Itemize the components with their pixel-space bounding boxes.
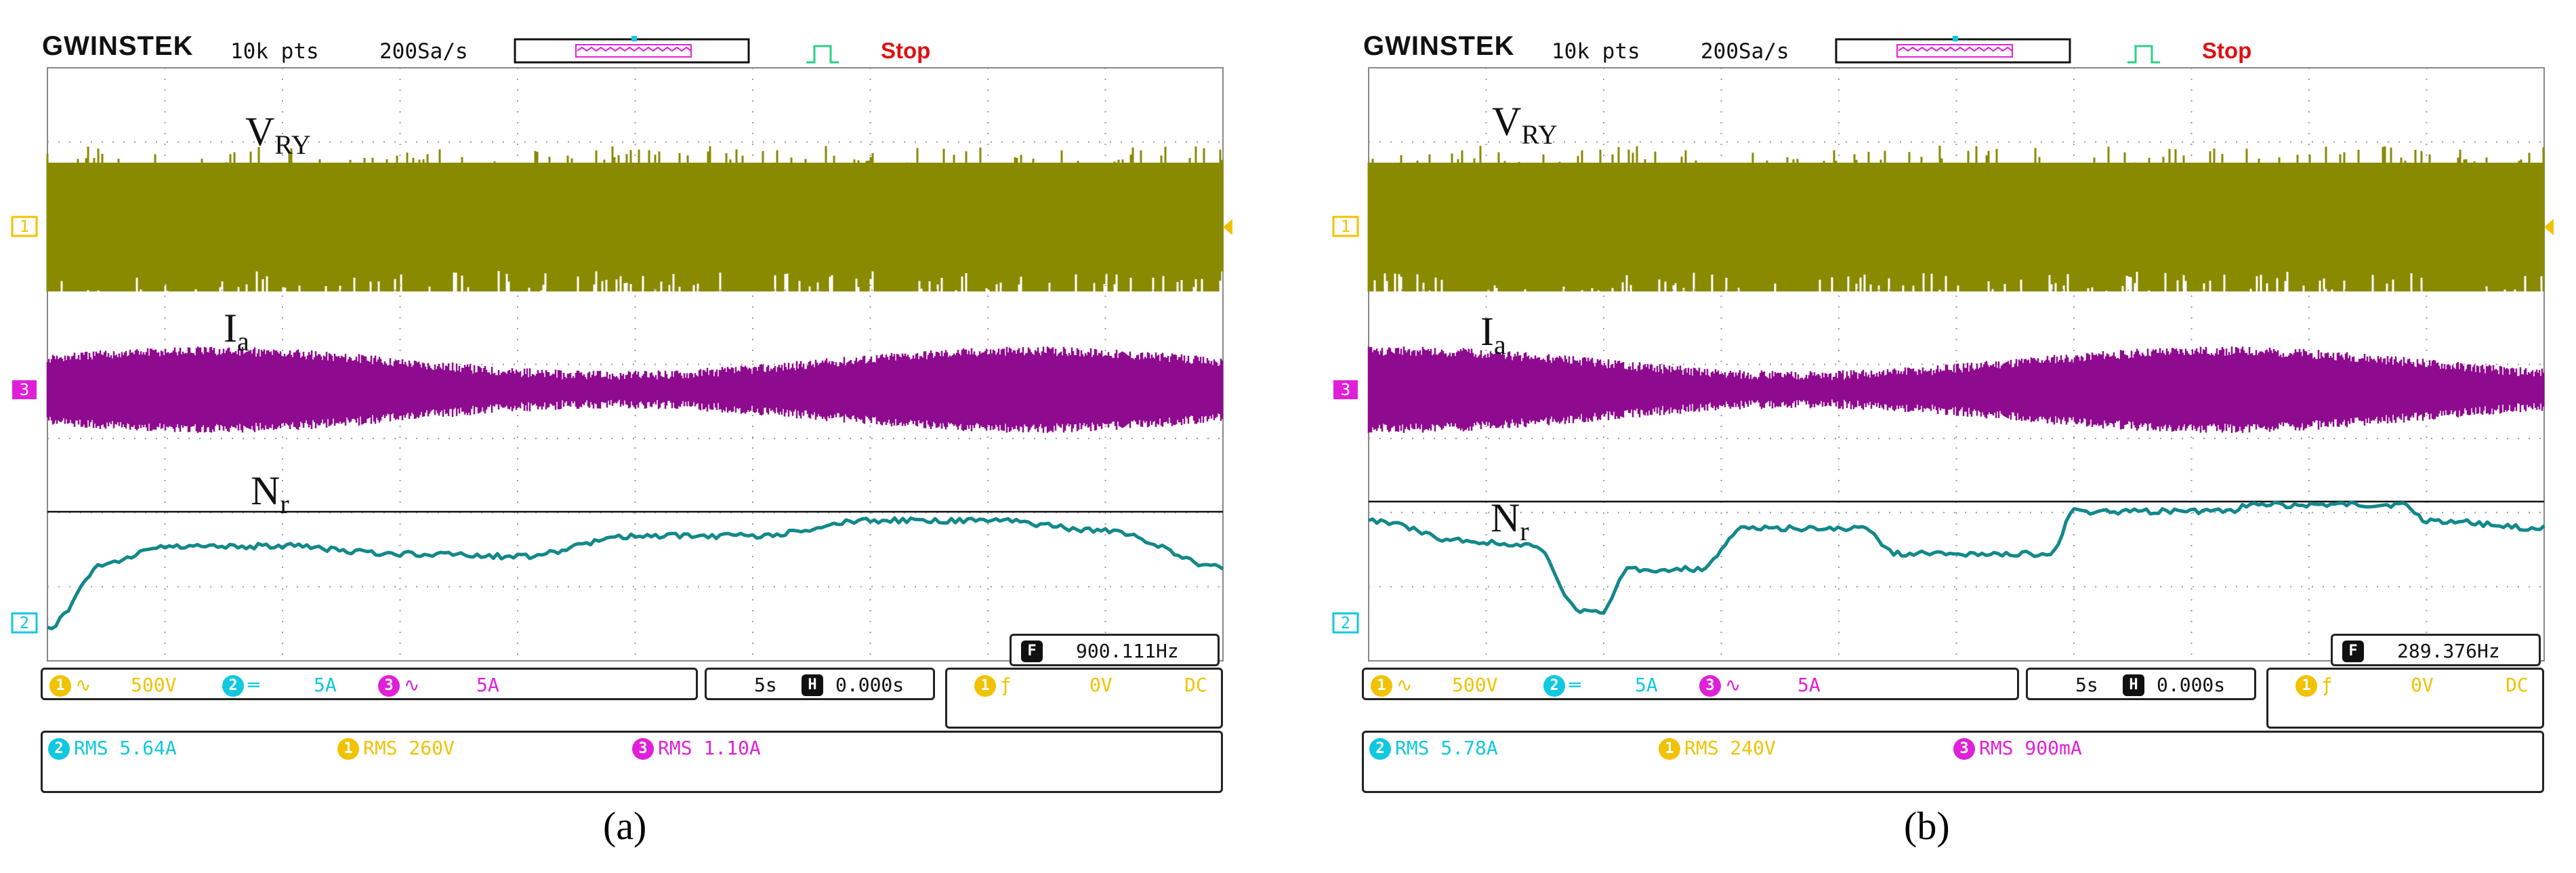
ch2-marker: 2 [11,612,38,634]
ch2-rms: RMS 5.64A [74,737,177,759]
channel-settings-bar: 1 ∿ 500V 2 ═ 5A 3 ∿ 5A [41,668,698,700]
label-vry: VRY [1492,99,1558,150]
label-ia: Ia [1480,309,1506,360]
trigger-coupling: DC [1184,674,1207,696]
ch3-marker: 3 [12,380,37,399]
h-position-readout: 0.000s [2157,674,2226,696]
timebase-box: 5s H 0.000s [705,668,935,700]
frequency-readout: 900.111Hz [1076,640,1179,662]
ch3-current-trace [46,346,1224,433]
trigger-level-marker [2544,219,2554,235]
ch1-marker-label: 1 [20,217,29,236]
ch3-marker-box [12,380,37,399]
ch2-marker: 2 [1332,612,1359,634]
sample-rate-readout: 200Sa/s [379,39,468,64]
ch3-rms: RMS 1.10A [658,737,761,759]
ch2-marker-box [1332,612,1359,634]
ch1-marker-box [11,216,38,237]
ch3-scale: 5A [1798,674,1821,696]
ch2-speed-trace [47,516,1224,630]
ch1-rms: RMS 240V [1684,737,1776,759]
ch1-marker: 1 [11,216,38,237]
points-readout: 10k pts [230,39,319,64]
ch2-scale: 5A [1635,674,1658,696]
ch1-rms: RMS 260V [363,737,455,759]
trigger-pulse-icon [2127,45,2160,64]
ch1-marker-label: 1 [1341,217,1350,236]
ch2-speed-trace [1368,500,2546,615]
ch1-voltage-trace [46,146,1224,291]
memory-waveform [1898,46,2013,52]
ch2-marker-label: 2 [20,613,29,632]
memory-waveform [577,46,692,52]
ch2-rms: RMS 5.78A [1395,737,1498,759]
memory-bar [514,38,750,64]
ch3-marker-label: 3 [20,380,29,399]
label-nr: Nr [251,468,289,519]
trigger-pulse-icon [806,45,839,64]
label-vry: VRY [245,109,311,160]
ch2-marker-label: 2 [1341,613,1350,632]
trigger-level: 0V [1089,674,1113,696]
ch3-marker: 3 [1333,380,1358,399]
scope-panel-b: GWINSTEK 10k pts 200Sa/s Stop 1 3 2 VRY Ia… [1321,0,2576,873]
scope-display-a: 1 3 2 [11,36,1232,662]
brand-logo: GWINSTEK [1363,31,1515,61]
ch1-scale: 500V [1452,674,1498,696]
measurement-bar: 2 RMS 5.64A 1 RMS 260V 3 RMS 1.10A [41,731,1223,793]
measurement-bar: 2 RMS 5.78A 1 RMS 240V 3 RMS 900mA [1362,731,2544,793]
points-readout: 10k pts [1552,39,1640,64]
scope-display-b: 1 3 2 [1332,36,2554,662]
run-status: Stop [2202,38,2252,63]
label-nr: Nr [1491,495,1529,546]
memory-cursor [1953,36,1958,41]
ch3-rms: RMS 900mA [1979,737,2082,759]
panel-caption: (a) [603,804,647,848]
ch3-marker-box [1333,380,1358,399]
ch1-voltage-trace [1367,146,2545,291]
sample-rate-readout: 200Sa/s [1701,39,1789,64]
ch2-scale: 5A [314,674,337,696]
ch2-marker-box [11,612,38,634]
channel-settings-bar: 1 ∿ 500V 2 ═ 5A 3 ∿ 5A [1362,668,2019,700]
ch1-marker: 1 [1332,216,1359,237]
h-position-readout: 0.000s [835,674,905,696]
frequency-box: F 900.111Hz [1010,634,1220,666]
memory-bar [1835,38,2071,64]
frequency-readout: 289.376Hz [2397,640,2500,662]
label-ia: Ia [224,306,249,357]
trigger-level-marker [1223,219,1232,235]
ch1-marker-box [1332,216,1359,237]
trigger-coupling: DC [2506,674,2529,696]
panel-caption: (b) [1904,804,1950,848]
ch3-marker-label: 3 [1341,380,1350,399]
ch3-scale: 5A [476,674,499,696]
timebase-readout: 5s [754,674,777,696]
scope-panel-a: GWINSTEK 10k pts 200Sa/s Stop 1 3 2 VRY Ia… [0,0,1287,873]
run-status: Stop [881,38,931,63]
frequency-box: F 289.376Hz [2331,634,2541,666]
trigger-level: 0V [2411,674,2434,696]
ch1-scale: 500V [131,674,177,696]
timebase-readout: 5s [2075,674,2098,696]
memory-cursor [631,36,637,41]
ch3-current-trace [1367,346,2545,433]
brand-logo: GWINSTEK [42,31,194,61]
timebase-box: 5s H 0.000s [2026,668,2256,700]
